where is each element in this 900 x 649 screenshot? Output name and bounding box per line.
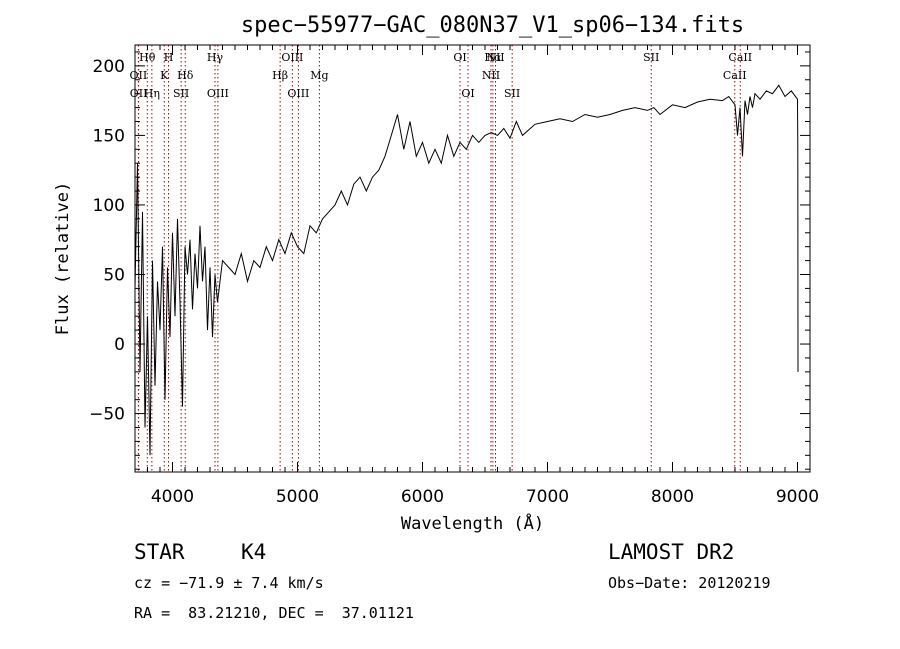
y-tick-label: 100 <box>93 196 125 216</box>
coordinates: RA = 83.21210, DEC = 37.01121 <box>134 604 414 622</box>
reference-line-label: H <box>164 51 174 64</box>
y-tick-label: 50 <box>103 265 125 285</box>
y-tick-label: 0 <box>114 335 125 355</box>
x-tick-label: 4000 <box>151 487 194 507</box>
survey-name: LAMOST DR2 <box>608 540 735 564</box>
reference-line-label: OIII <box>287 87 309 100</box>
x-tick-label: 9000 <box>776 487 819 507</box>
reference-line-label: OIII <box>281 51 303 64</box>
reference-line-label: Hα <box>484 51 502 64</box>
reference-line-label: OI <box>453 51 466 64</box>
reference-line-label: NII <box>486 51 504 64</box>
redshift-readout: cz = −71.9 ± 7.4 km/s <box>134 574 324 592</box>
reference-line-label: CaII <box>723 69 747 82</box>
y-axis-label: Flux (relative) <box>53 182 73 336</box>
object-subclass: K4 <box>241 540 267 564</box>
x-axis-label: Wavelength (Å) <box>401 512 544 534</box>
plot-frame <box>134 44 811 473</box>
observation-date: Obs−Date: 20120219 <box>608 574 771 592</box>
reference-line-label: SII <box>643 51 659 64</box>
reference-line-label: Hβ <box>272 69 288 82</box>
reference-line-label: Hη <box>144 87 160 100</box>
reference-line-label: NII <box>482 69 500 82</box>
reference-line-label: Mg <box>310 69 328 82</box>
reference-line-label: SII <box>504 87 520 100</box>
y-tick-label: −50 <box>89 405 125 425</box>
reference-line-label: Hγ <box>207 51 224 64</box>
reference-line-label: Hθ <box>139 51 156 64</box>
x-tick-label: 8000 <box>651 487 694 507</box>
object-class: STAR <box>134 540 185 564</box>
reference-line-label: OII <box>130 69 148 82</box>
reference-line-label: OI <box>461 87 474 100</box>
chart-title: spec−55977−GAC_080N37_V1_sp06−134.fits <box>241 13 744 38</box>
reference-line-label: K <box>160 69 169 82</box>
reference-line-label: SII <box>173 87 189 100</box>
x-tick-label: 5000 <box>276 487 319 507</box>
y-tick-label: 150 <box>93 126 125 146</box>
y-tick-label: 200 <box>93 57 125 77</box>
reference-line-label: Hδ <box>177 69 194 82</box>
reference-line-label: CaII <box>728 51 752 64</box>
reference-line-label: OIII <box>207 87 229 100</box>
x-tick-label: 6000 <box>401 487 444 507</box>
x-tick-label: 7000 <box>526 487 569 507</box>
spectrum-line <box>134 84 799 456</box>
